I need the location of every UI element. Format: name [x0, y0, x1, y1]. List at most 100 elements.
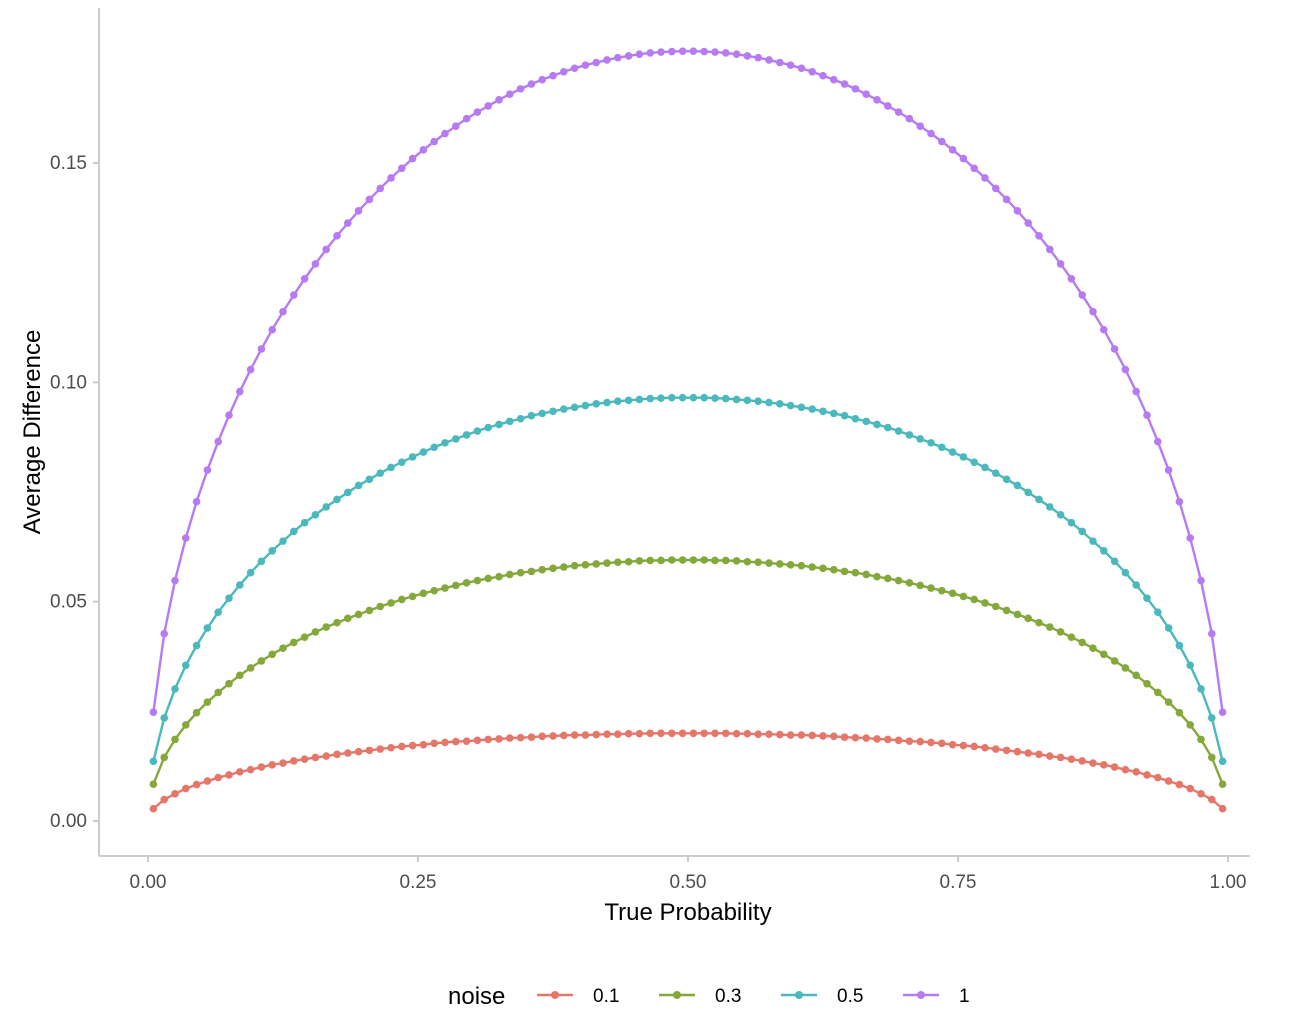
data-point	[776, 730, 784, 739]
data-point	[1143, 679, 1151, 688]
data-point	[344, 614, 352, 623]
legend-item: 1	[903, 986, 970, 1007]
data-point	[322, 503, 331, 511]
data-point	[182, 661, 190, 670]
data-point	[570, 64, 579, 73]
data-point	[1164, 466, 1173, 474]
data-point	[365, 746, 374, 755]
data-point	[419, 740, 428, 749]
data-point	[1078, 638, 1086, 647]
data-point	[236, 768, 244, 776]
data-point	[1002, 746, 1011, 755]
data-point	[344, 219, 352, 227]
data-point	[311, 628, 320, 636]
data-point	[387, 174, 395, 182]
data-point	[430, 137, 439, 146]
data-point	[484, 574, 493, 583]
data-point	[387, 599, 395, 607]
data-point	[862, 90, 870, 98]
data-point	[948, 448, 957, 456]
data-point	[776, 58, 784, 67]
data-point	[722, 556, 730, 565]
data-point	[732, 557, 741, 565]
data-point	[657, 556, 665, 565]
data-point	[365, 606, 374, 615]
data-point	[1089, 307, 1097, 316]
data-point	[365, 475, 374, 484]
data-point	[268, 546, 277, 555]
data-point	[722, 394, 730, 403]
data-point	[732, 395, 741, 404]
data-point	[1035, 495, 1043, 504]
data-point	[1078, 527, 1086, 536]
data-point	[732, 729, 741, 738]
data-point	[1056, 753, 1065, 762]
legend-point	[917, 991, 925, 999]
data-point	[484, 735, 493, 744]
data-point	[1164, 624, 1173, 632]
data-point	[570, 403, 579, 412]
data-point	[516, 414, 525, 423]
data-point	[732, 50, 741, 59]
x-axis-title: True Probability	[604, 899, 771, 926]
data-point	[182, 784, 190, 793]
legend-items: 0.1 0.3 0.5 1	[537, 986, 970, 1007]
data-point	[1154, 608, 1162, 616]
data-point	[1132, 768, 1140, 776]
data-point	[1132, 671, 1140, 680]
data-point	[959, 154, 968, 163]
plot-area	[149, 47, 1227, 813]
data-point	[797, 561, 806, 570]
legend-label: 1	[959, 986, 970, 1007]
data-point	[1143, 771, 1151, 779]
data-point	[333, 232, 341, 240]
data-point	[1013, 207, 1022, 215]
data-point	[1013, 610, 1022, 619]
data-point	[1056, 260, 1065, 268]
data-point	[257, 557, 266, 566]
legend-label: 0.1	[593, 986, 619, 1007]
data-point	[700, 47, 708, 56]
data-point	[182, 534, 190, 542]
data-point	[506, 417, 514, 426]
data-point	[786, 61, 795, 69]
data-point	[808, 67, 816, 76]
data-point	[268, 650, 277, 659]
data-point	[614, 397, 622, 406]
series-line	[152, 558, 1224, 785]
data-point	[992, 469, 1000, 477]
series-line	[152, 732, 1224, 810]
data-point	[938, 443, 946, 452]
data-point	[1002, 195, 1011, 204]
data-point	[1067, 633, 1076, 641]
data-point	[473, 736, 482, 745]
data-point	[646, 729, 654, 738]
data-point	[1208, 714, 1216, 722]
data-point	[1154, 437, 1162, 446]
data-point	[462, 114, 471, 123]
data-point	[873, 96, 881, 104]
data-point	[236, 671, 244, 680]
data-point	[214, 773, 222, 782]
data-point	[246, 568, 255, 577]
data-point	[1175, 708, 1184, 717]
data-point	[203, 466, 212, 474]
data-point	[441, 129, 449, 138]
data-point	[938, 739, 946, 748]
data-point	[333, 495, 341, 504]
data-point	[840, 733, 849, 742]
data-point	[538, 75, 546, 84]
data-point	[149, 804, 158, 813]
data-point	[862, 734, 870, 742]
data-point	[1100, 650, 1108, 659]
data-point	[948, 740, 957, 749]
data-point	[516, 733, 525, 742]
data-point	[160, 714, 168, 722]
data-point	[786, 561, 795, 569]
data-point	[376, 469, 385, 477]
data-point	[387, 743, 395, 752]
data-point	[581, 61, 590, 69]
data-point	[290, 527, 298, 536]
data-point	[668, 393, 676, 402]
data-point	[851, 568, 860, 577]
